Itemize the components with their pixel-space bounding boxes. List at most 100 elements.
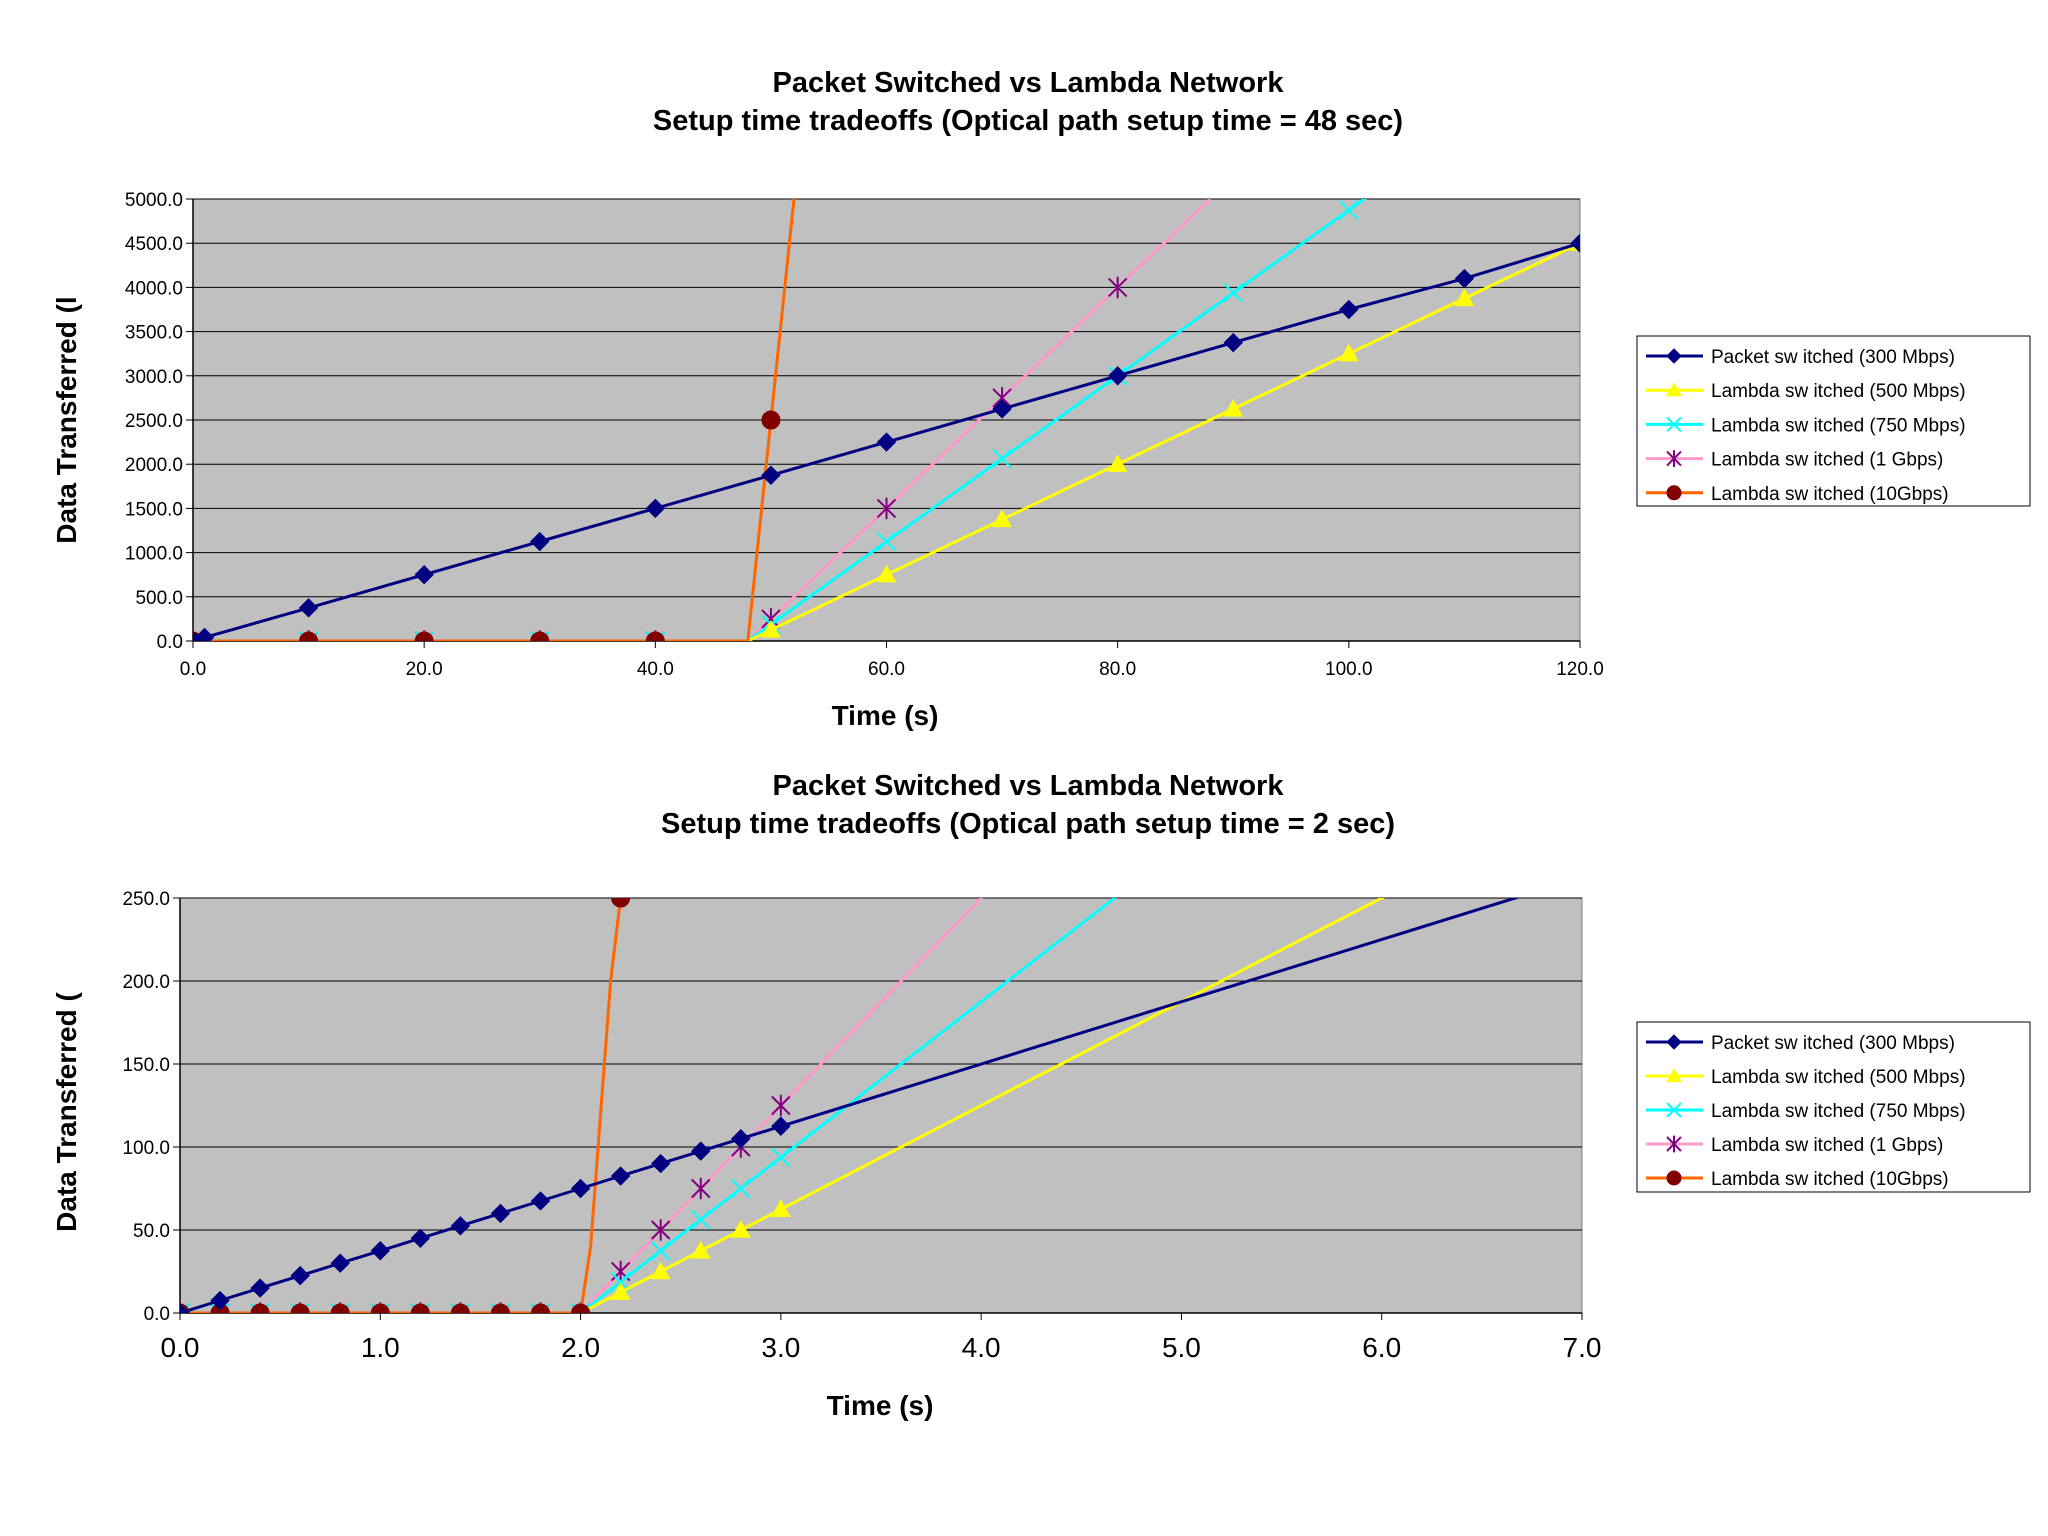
chart-1-plot-area: 0.0 500.0 1000.0 1500.0 2000.0 2500.0 3000.0 35… [125, 190, 1604, 680]
legend-entry: Lambda sw itched (1 Gbps) [1646, 1135, 1943, 1156]
data-point [250, 1303, 270, 1313]
series-line [180, 898, 623, 1313]
data-point [1454, 268, 1475, 289]
y-tick-label: 4500.0 [125, 234, 183, 255]
data-point [731, 1128, 751, 1149]
data-point [571, 1303, 591, 1313]
data-point [298, 598, 319, 618]
legend-marker [1666, 485, 1682, 501]
series-line [193, 241, 1580, 641]
series-0 [193, 233, 1580, 641]
data-point [531, 1303, 551, 1313]
x-tick-label: 7.0 [1563, 1332, 1602, 1363]
legend-label: Lambda sw itched (10Gbps) [1711, 484, 1949, 505]
x-tick-label: 40.0 [637, 659, 674, 680]
data-point [1223, 332, 1243, 353]
data-point [691, 1177, 711, 1200]
legend-label: Lambda sw itched (10Gbps) [1711, 1169, 1949, 1190]
data-point [611, 898, 631, 908]
chart-1-x-axis-title: Time (s) [832, 700, 939, 731]
chart-2-subtitle: Setup time tradeoffs (Optical path setup… [661, 808, 1395, 840]
data-point [771, 1147, 791, 1168]
data-point [450, 1216, 471, 1236]
x-tick-label: 1.0 [361, 1332, 400, 1363]
x-tick-label: 4.0 [962, 1332, 1001, 1363]
data-point [1454, 288, 1475, 307]
data-point [210, 1290, 230, 1311]
data-point [1107, 366, 1128, 386]
data-point [290, 1265, 310, 1286]
x-tick-label: 0.0 [161, 1332, 200, 1363]
data-point [180, 1303, 190, 1313]
data-point [761, 465, 781, 485]
x-tick-label: 80.0 [1099, 659, 1136, 680]
plot-background [179, 897, 1583, 1314]
data-point [650, 1261, 671, 1280]
data-point [771, 1199, 791, 1217]
data-point [1223, 398, 1244, 417]
x-tick-label: 100.0 [1325, 659, 1373, 680]
x-tick-label: 5.0 [1162, 1332, 1201, 1363]
data-point [299, 631, 319, 641]
data-point [691, 1209, 711, 1230]
data-point [490, 1303, 510, 1313]
series-line [193, 199, 1212, 641]
data-point [530, 1191, 551, 1211]
y-tick-label: 4000.0 [125, 278, 183, 299]
legend-label: Packet sw itched (300 Mbps) [1711, 347, 1955, 368]
x-tick-label: 0.0 [180, 659, 206, 680]
data-point [530, 631, 550, 641]
legend-label: Lambda sw itched (1 Gbps) [1711, 450, 1943, 471]
legend-marker [1666, 348, 1682, 364]
data-point [992, 509, 1012, 528]
legend-entry: Lambda sw itched (500 Mbps) [1646, 381, 1966, 402]
data-point [876, 531, 897, 552]
data-point [1223, 283, 1243, 303]
data-point [761, 619, 781, 638]
data-point [330, 1253, 350, 1273]
legend-marker [1666, 1135, 1682, 1153]
series-line [180, 898, 984, 1313]
series-line [180, 898, 1118, 1313]
data-point [610, 1282, 631, 1300]
data-point [330, 1303, 350, 1313]
data-point [730, 1219, 751, 1238]
legend-marker [1666, 1067, 1682, 1083]
data-point [414, 631, 434, 641]
x-tick-label: 2.0 [561, 1332, 600, 1363]
data-point [645, 498, 666, 519]
data-point [570, 1178, 591, 1199]
chart-1-y-axis-title: Data Transferred (l [51, 296, 82, 543]
legend-entry: Packet sw itched (300 Mbps) [1646, 1033, 1955, 1054]
series-line [193, 241, 1580, 641]
data-point [1107, 454, 1128, 472]
data-point [414, 564, 434, 585]
legend-marker [1666, 450, 1682, 467]
legend-marker [1666, 1170, 1682, 1186]
legend-entry: Lambda sw itched (750 Mbps) [1646, 1101, 1966, 1122]
legend-entry: Lambda sw itched (1 Gbps) [1646, 450, 1943, 471]
y-tick-label: 0.0 [144, 1304, 170, 1325]
data-point [530, 531, 550, 552]
data-point [410, 1228, 431, 1249]
y-tick-label: 200.0 [122, 972, 170, 993]
x-tick-label: 3.0 [761, 1332, 800, 1363]
data-point [370, 1303, 390, 1313]
x-tick-label: 6.0 [1362, 1332, 1401, 1363]
chart-2-legend: Packet sw itched (300 Mbps) Lambda sw itc… [1636, 1021, 2031, 1193]
legend-label: Lambda sw itched (750 Mbps) [1711, 1101, 1966, 1122]
data-point [290, 1303, 310, 1313]
y-tick-label: 250.0 [122, 889, 170, 910]
series-line [180, 898, 1385, 1313]
series-line [193, 199, 796, 641]
y-tick-label: 3500.0 [125, 323, 183, 344]
y-tick-label: 5000.0 [125, 190, 183, 211]
legend-box [1636, 335, 2031, 507]
y-tick-label: 1000.0 [125, 544, 183, 565]
legend-marker [1666, 1034, 1682, 1050]
data-point [731, 1178, 751, 1199]
legend-label: Lambda sw itched (1 Gbps) [1711, 1135, 1943, 1156]
chart-2-x-axis-title: Time (s) [827, 1390, 934, 1421]
data-point [876, 497, 897, 520]
